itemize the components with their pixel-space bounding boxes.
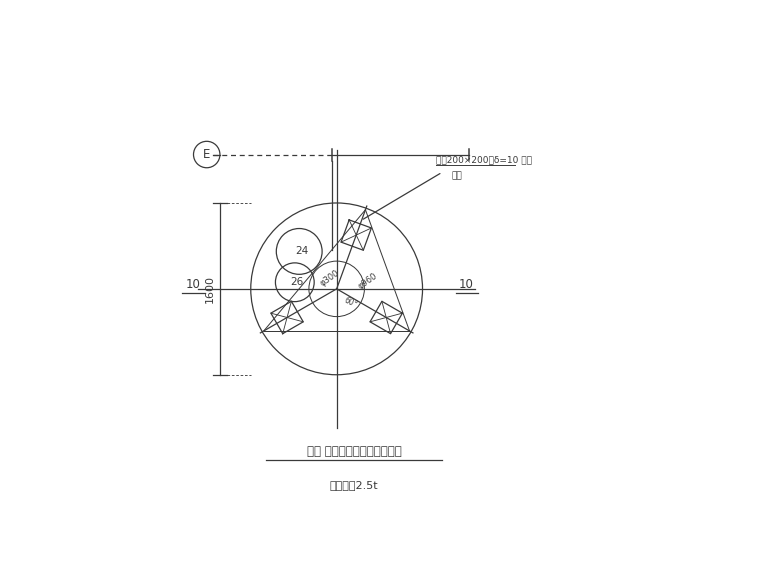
Text: 运行荷重2.5t: 运行荷重2.5t: [330, 480, 378, 490]
Text: 10: 10: [459, 278, 474, 291]
Text: φ960: φ960: [356, 271, 378, 291]
Text: E: E: [203, 148, 211, 161]
Text: 10: 10: [186, 278, 201, 291]
Text: 24: 24: [295, 247, 308, 256]
Text: 60°: 60°: [343, 296, 359, 310]
Text: 三块: 三块: [451, 172, 462, 181]
Text: φ300: φ300: [318, 268, 341, 288]
Text: 明床 混床砖计量算基础平面图: 明床 混床砖计量算基础平面图: [307, 446, 401, 458]
Text: 1600: 1600: [205, 275, 215, 303]
Text: 预埋200×200，δ=10 钔板: 预埋200×200，δ=10 钔板: [435, 155, 532, 164]
Text: 26: 26: [290, 277, 304, 287]
